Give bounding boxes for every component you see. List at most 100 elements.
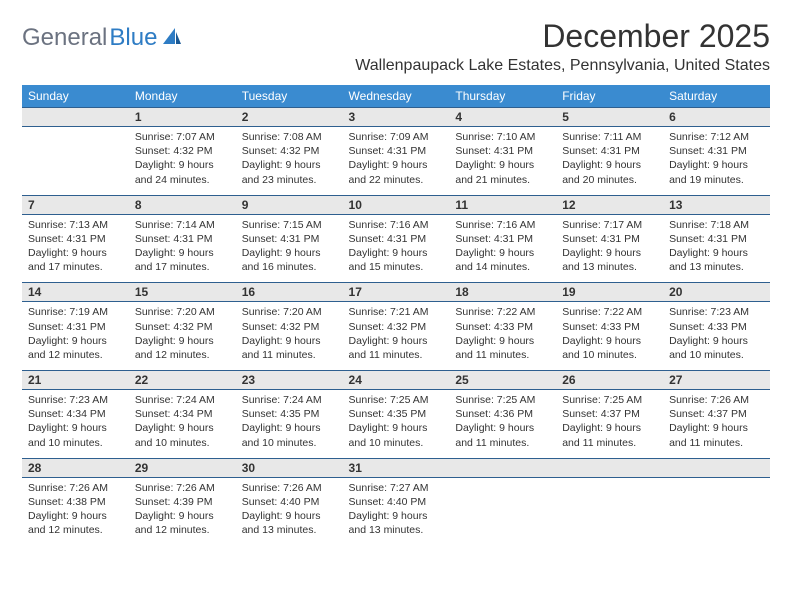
sunrise-text: Sunrise: 7:26 AM [28, 481, 123, 495]
day-number: 9 [236, 195, 343, 214]
day-number: 3 [343, 108, 450, 127]
daylight-text: Daylight: 9 hours and 14 minutes. [455, 246, 550, 274]
day-cell: Sunrise: 7:14 AMSunset: 4:31 PMDaylight:… [129, 214, 236, 283]
daylight-text: Daylight: 9 hours and 16 minutes. [242, 246, 337, 274]
day-header: Saturday [663, 85, 770, 108]
daylight-text: Daylight: 9 hours and 12 minutes. [135, 334, 230, 362]
week-number-row: 78910111213 [22, 195, 770, 214]
daylight-text: Daylight: 9 hours and 10 minutes. [349, 421, 444, 449]
day-number: 8 [129, 195, 236, 214]
day-number: 4 [449, 108, 556, 127]
sunset-text: Sunset: 4:32 PM [135, 144, 230, 158]
day-number: 10 [343, 195, 450, 214]
day-number: 23 [236, 371, 343, 390]
week-content-row: Sunrise: 7:26 AMSunset: 4:38 PMDaylight:… [22, 477, 770, 545]
logo: GeneralBlue [22, 18, 183, 52]
day-cell: Sunrise: 7:25 AMSunset: 4:37 PMDaylight:… [556, 390, 663, 459]
day-number: 22 [129, 371, 236, 390]
week-number-row: 28293031 [22, 458, 770, 477]
day-cell: Sunrise: 7:16 AMSunset: 4:31 PMDaylight:… [343, 214, 450, 283]
day-cell: Sunrise: 7:15 AMSunset: 4:31 PMDaylight:… [236, 214, 343, 283]
sunrise-text: Sunrise: 7:18 AM [669, 218, 764, 232]
day-header: Wednesday [343, 85, 450, 108]
daylight-text: Daylight: 9 hours and 10 minutes. [135, 421, 230, 449]
daylight-text: Daylight: 9 hours and 13 minutes. [669, 246, 764, 274]
sunrise-text: Sunrise: 7:09 AM [349, 130, 444, 144]
day-cell: Sunrise: 7:22 AMSunset: 4:33 PMDaylight:… [556, 302, 663, 371]
sunrise-text: Sunrise: 7:20 AM [242, 305, 337, 319]
day-cell: Sunrise: 7:22 AMSunset: 4:33 PMDaylight:… [449, 302, 556, 371]
sunrise-text: Sunrise: 7:15 AM [242, 218, 337, 232]
sunset-text: Sunset: 4:31 PM [242, 232, 337, 246]
sunrise-text: Sunrise: 7:23 AM [28, 393, 123, 407]
daylight-text: Daylight: 9 hours and 13 minutes. [562, 246, 657, 274]
day-cell: Sunrise: 7:18 AMSunset: 4:31 PMDaylight:… [663, 214, 770, 283]
sunrise-text: Sunrise: 7:10 AM [455, 130, 550, 144]
daylight-text: Daylight: 9 hours and 17 minutes. [135, 246, 230, 274]
sunrise-text: Sunrise: 7:19 AM [28, 305, 123, 319]
sunrise-text: Sunrise: 7:23 AM [669, 305, 764, 319]
day-number [556, 458, 663, 477]
day-cell: Sunrise: 7:19 AMSunset: 4:31 PMDaylight:… [22, 302, 129, 371]
day-number: 29 [129, 458, 236, 477]
day-header: Tuesday [236, 85, 343, 108]
sunset-text: Sunset: 4:33 PM [455, 320, 550, 334]
sunrise-text: Sunrise: 7:17 AM [562, 218, 657, 232]
sunset-text: Sunset: 4:37 PM [669, 407, 764, 421]
day-cell: Sunrise: 7:23 AMSunset: 4:34 PMDaylight:… [22, 390, 129, 459]
sunrise-text: Sunrise: 7:07 AM [135, 130, 230, 144]
day-number: 27 [663, 371, 770, 390]
day-cell: Sunrise: 7:10 AMSunset: 4:31 PMDaylight:… [449, 127, 556, 196]
sunrise-text: Sunrise: 7:16 AM [349, 218, 444, 232]
week-content-row: Sunrise: 7:13 AMSunset: 4:31 PMDaylight:… [22, 214, 770, 283]
daylight-text: Daylight: 9 hours and 12 minutes. [28, 334, 123, 362]
day-cell: Sunrise: 7:27 AMSunset: 4:40 PMDaylight:… [343, 477, 450, 545]
day-cell [22, 127, 129, 196]
sunset-text: Sunset: 4:33 PM [562, 320, 657, 334]
day-header: Friday [556, 85, 663, 108]
daylight-text: Daylight: 9 hours and 13 minutes. [242, 509, 337, 537]
daylight-text: Daylight: 9 hours and 11 minutes. [349, 334, 444, 362]
daylight-text: Daylight: 9 hours and 23 minutes. [242, 158, 337, 186]
sunrise-text: Sunrise: 7:25 AM [349, 393, 444, 407]
daylight-text: Daylight: 9 hours and 11 minutes. [455, 421, 550, 449]
week-content-row: Sunrise: 7:19 AMSunset: 4:31 PMDaylight:… [22, 302, 770, 371]
day-cell: Sunrise: 7:11 AMSunset: 4:31 PMDaylight:… [556, 127, 663, 196]
week-number-row: 123456 [22, 108, 770, 127]
day-number: 14 [22, 283, 129, 302]
title-block: December 2025 Wallenpaupack Lake Estates… [355, 18, 770, 81]
sunrise-text: Sunrise: 7:08 AM [242, 130, 337, 144]
daylight-text: Daylight: 9 hours and 11 minutes. [455, 334, 550, 362]
sunset-text: Sunset: 4:39 PM [135, 495, 230, 509]
day-number: 31 [343, 458, 450, 477]
day-cell: Sunrise: 7:07 AMSunset: 4:32 PMDaylight:… [129, 127, 236, 196]
sunset-text: Sunset: 4:38 PM [28, 495, 123, 509]
daylight-text: Daylight: 9 hours and 24 minutes. [135, 158, 230, 186]
sunrise-text: Sunrise: 7:24 AM [135, 393, 230, 407]
month-title: December 2025 [355, 18, 770, 55]
day-number: 28 [22, 458, 129, 477]
day-number: 21 [22, 371, 129, 390]
sunset-text: Sunset: 4:32 PM [242, 144, 337, 158]
sunset-text: Sunset: 4:31 PM [562, 144, 657, 158]
sunset-text: Sunset: 4:40 PM [349, 495, 444, 509]
day-cell [556, 477, 663, 545]
week-number-row: 21222324252627 [22, 371, 770, 390]
logo-text-general: General [22, 24, 107, 52]
daylight-text: Daylight: 9 hours and 11 minutes. [669, 421, 764, 449]
daylight-text: Daylight: 9 hours and 10 minutes. [669, 334, 764, 362]
sunrise-text: Sunrise: 7:26 AM [242, 481, 337, 495]
day-number: 16 [236, 283, 343, 302]
sunrise-text: Sunrise: 7:20 AM [135, 305, 230, 319]
day-cell: Sunrise: 7:26 AMSunset: 4:38 PMDaylight:… [22, 477, 129, 545]
day-number: 5 [556, 108, 663, 127]
sunrise-text: Sunrise: 7:26 AM [669, 393, 764, 407]
sunrise-text: Sunrise: 7:27 AM [349, 481, 444, 495]
sunrise-text: Sunrise: 7:16 AM [455, 218, 550, 232]
day-cell: Sunrise: 7:12 AMSunset: 4:31 PMDaylight:… [663, 127, 770, 196]
day-cell [663, 477, 770, 545]
sunset-text: Sunset: 4:31 PM [455, 144, 550, 158]
sunrise-text: Sunrise: 7:25 AM [455, 393, 550, 407]
day-cell: Sunrise: 7:25 AMSunset: 4:35 PMDaylight:… [343, 390, 450, 459]
sunrise-text: Sunrise: 7:26 AM [135, 481, 230, 495]
